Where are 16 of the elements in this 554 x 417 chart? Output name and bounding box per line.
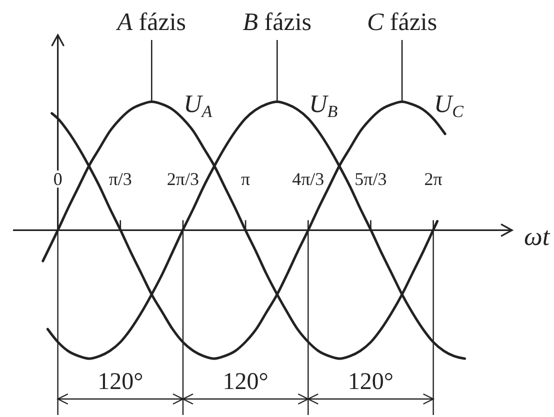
text: 120° <box>348 369 394 395</box>
x-tick-label: 2π/3 <box>166 169 200 190</box>
text: 120° <box>222 369 268 395</box>
series-label: U$_{C}$ <box>434 90 464 121</box>
x-tick-label: 2π <box>424 169 442 190</box>
x-tick-label: 4π/3 <box>292 169 324 190</box>
x-tick-label: 5π/3 <box>354 169 387 190</box>
series-label: U$_{B}$ <box>309 90 338 121</box>
annotation: C fázis <box>366 9 438 36</box>
x-tick-label: π <box>241 169 250 190</box>
text: 120° <box>98 369 144 395</box>
series-label: U$_{A}$ <box>184 90 213 121</box>
annotation: B fázis <box>242 9 312 36</box>
annotation: A fázis <box>115 9 186 36</box>
x-tick-label: π/3 <box>108 169 132 190</box>
x-axis-title: ωt <box>524 222 550 252</box>
